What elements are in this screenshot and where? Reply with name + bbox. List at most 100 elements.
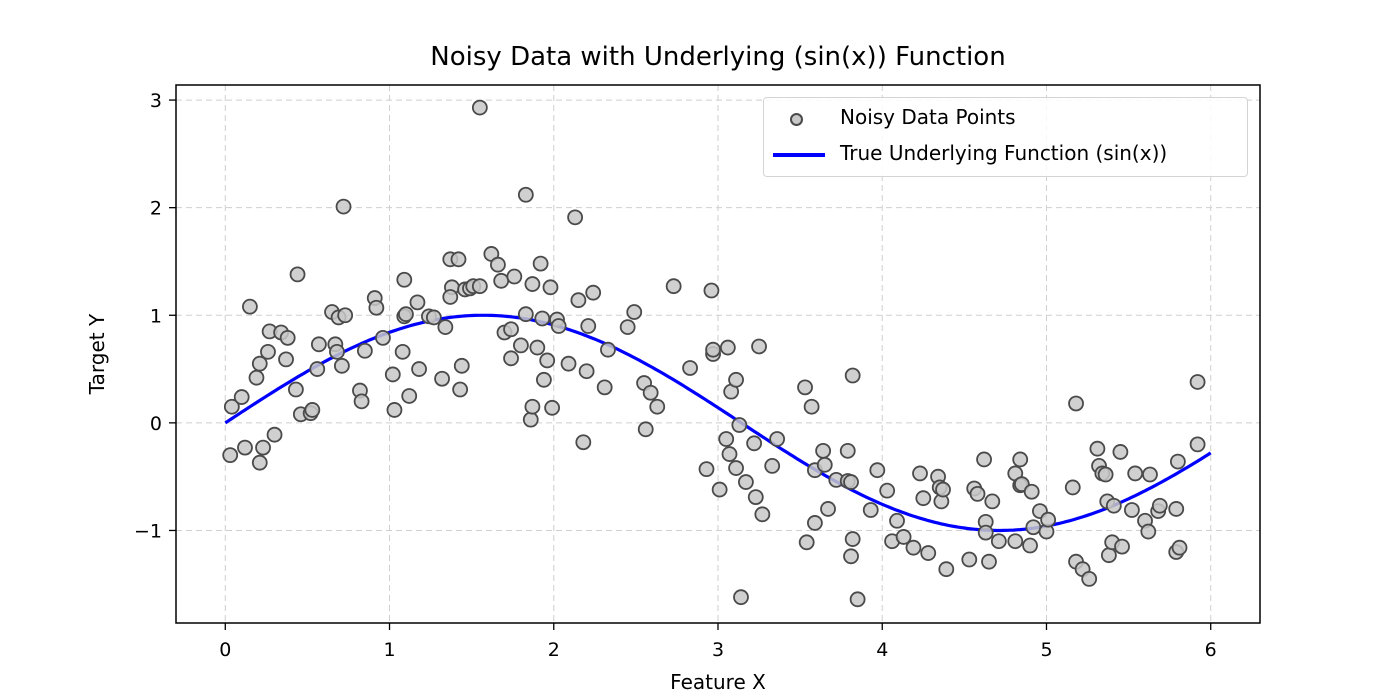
data-point (915, 490, 932, 507)
y-tick-label: 3 (150, 90, 162, 112)
data-point (728, 371, 744, 388)
data-point (398, 306, 414, 323)
x-tick-label: 0 (219, 639, 231, 661)
data-point (862, 502, 879, 518)
data-point (1012, 451, 1029, 468)
data-point (233, 389, 250, 405)
data-point (375, 329, 391, 346)
data-point (815, 442, 832, 459)
data-point (532, 255, 549, 272)
data-point (503, 321, 519, 338)
data-point (764, 458, 781, 474)
data-point (843, 548, 859, 565)
data-point (248, 369, 265, 386)
data-point (1169, 453, 1186, 470)
data-point (517, 186, 534, 203)
data-point (517, 306, 534, 323)
data-point (567, 209, 584, 226)
data-point (411, 361, 427, 377)
y-tick-label: 0 (150, 413, 162, 435)
data-point (751, 338, 767, 355)
data-point (1089, 440, 1106, 457)
x-tick-label: 2 (548, 639, 560, 661)
data-point (260, 343, 276, 360)
data-point (642, 384, 659, 401)
data-point (1168, 501, 1185, 517)
data-point (733, 589, 749, 606)
data-point (335, 198, 352, 215)
data-point (1123, 502, 1140, 518)
data-point (843, 474, 859, 490)
data-point (585, 284, 602, 301)
data-point (879, 482, 896, 499)
data-point (289, 266, 306, 283)
data-point (747, 489, 764, 506)
data-point (524, 276, 541, 292)
data-point (807, 515, 823, 531)
data-point (534, 310, 551, 327)
data-point (1081, 570, 1098, 587)
data-point (619, 319, 636, 336)
data-point (222, 447, 239, 464)
data-point (1189, 436, 1206, 453)
data-point (703, 282, 720, 299)
data-point (1112, 444, 1129, 460)
data-point (1040, 511, 1057, 528)
x-tick-label: 5 (1040, 639, 1052, 661)
x-tick-label: 1 (383, 639, 395, 661)
data-point (738, 474, 754, 490)
data-point (542, 279, 559, 296)
data-point (600, 341, 616, 358)
data-point (977, 524, 994, 541)
line-swatch-icon (773, 153, 825, 157)
data-point (803, 398, 820, 415)
data-point (1140, 523, 1157, 540)
x-tick-label: 4 (876, 639, 888, 661)
data-point (1142, 466, 1158, 483)
data-point (682, 360, 698, 376)
data-point (251, 355, 268, 372)
legend: Noisy Data Points True Underlying Functi… (763, 97, 1248, 177)
data-point (453, 357, 470, 374)
data-point (1097, 466, 1114, 483)
data-point (1025, 519, 1042, 536)
data-point (769, 431, 786, 447)
data-point (450, 251, 467, 268)
data-point (409, 294, 426, 311)
chart-title: Noisy Data with Underlying (sin(x)) Func… (430, 42, 1006, 72)
data-point (912, 465, 928, 482)
data-point (394, 343, 411, 360)
data-point (522, 411, 539, 428)
data-point (721, 446, 738, 462)
data-point (434, 370, 450, 387)
scatter-points (222, 99, 1206, 608)
data-point (698, 461, 715, 478)
x-tick-label: 6 (1205, 639, 1217, 661)
data-point (1068, 395, 1084, 412)
data-point (578, 363, 595, 380)
x-axis-label: Feature X (670, 670, 766, 694)
x-tick-label: 3 (712, 639, 724, 661)
data-point (816, 456, 833, 473)
data-point (550, 318, 567, 334)
data-point (279, 329, 296, 346)
data-point (869, 462, 886, 479)
data-point (506, 268, 523, 285)
data-point (731, 417, 748, 433)
data-point (396, 271, 413, 288)
data-point (442, 289, 459, 305)
data-point (471, 278, 488, 295)
data-point (849, 591, 866, 608)
data-point (969, 485, 986, 502)
y-tick-label: −1 (134, 520, 162, 542)
data-point (754, 506, 771, 523)
data-point (368, 299, 385, 316)
data-point (665, 278, 682, 295)
data-point (251, 454, 268, 471)
data-point (544, 399, 561, 416)
data-point (1189, 374, 1206, 390)
data-point (493, 272, 510, 289)
data-point (237, 439, 253, 456)
data-point (1171, 539, 1188, 556)
data-point (626, 304, 643, 320)
